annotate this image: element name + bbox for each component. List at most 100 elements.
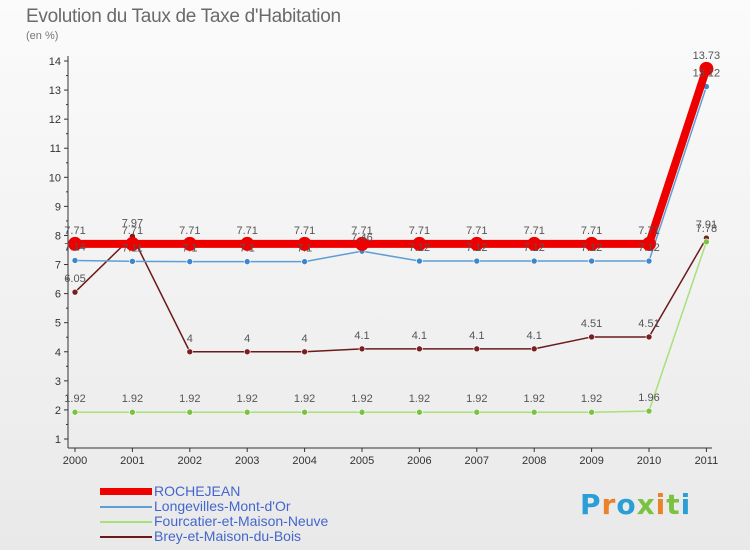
data-point [416,408,423,416]
y-tick-label: 8 [55,230,61,242]
data-point [243,258,251,265]
data-point [301,408,308,416]
data-point [645,257,653,265]
y-tick-label: 13 [49,85,61,97]
x-tick-label: 2007 [465,455,489,467]
data-point [530,257,538,265]
data-label: 7.12 [523,242,544,254]
legend-label-longevilles: Longevilles-Mont-d'Or [154,498,291,514]
data-label: 7.1 [297,243,312,255]
data-label: 7.71 [351,225,372,237]
data-label: 1.92 [294,393,315,405]
data-label: 7.71 [236,225,257,237]
data-label: 7.78 [696,223,717,235]
brand-letter: r [601,488,617,521]
data-point [129,408,136,416]
data-point [588,333,595,341]
data-point [584,236,599,251]
legend-swatch-fourcatier [100,521,152,523]
data-label: 7.71 [523,225,544,237]
data-point [358,408,366,416]
data-label: 7.46 [351,232,372,244]
y-tick-label: 11 [50,143,61,155]
brand-letter: t [666,488,681,521]
series-line [74,86,708,263]
data-label: 7.12 [638,242,659,254]
data-point [355,236,369,251]
legend-label-rochejean: ROCHEJEAN [154,483,241,499]
x-tick-label: 2006 [407,455,431,467]
y-tick-label: 9 [55,201,61,213]
x-tick-label: 2005 [350,455,374,467]
data-label: 1.92 [179,393,200,405]
data-label: 7.71 [179,225,200,237]
data-label: 7.12 [409,242,430,254]
brand-letter: i [680,488,692,521]
data-label: 1.92 [466,393,487,405]
data-point [699,61,714,76]
y-tick-label: 7 [55,260,61,272]
data-point [703,238,710,246]
legend-swatch-brey [100,536,152,538]
data-point [645,407,653,415]
data-label: 4.1 [527,330,542,342]
data-label: 7.1 [182,243,197,255]
data-point [301,258,308,265]
x-tick-label: 2011 [695,455,719,467]
data-label: 7.71 [64,225,85,237]
x-tick-label: 2010 [637,455,661,467]
chart-subtitle: (en %) [26,30,59,42]
y-tick-label: 10 [49,172,61,184]
data-label: 4.1 [412,330,427,342]
data-point [412,236,427,251]
y-tick-label: 2 [55,405,61,417]
data-label: 7.71 [638,225,659,237]
data-point [588,408,595,416]
data-point [473,408,481,416]
data-point [588,257,595,265]
data-label: 7.12 [466,242,487,254]
data-label: 1.96 [638,392,659,404]
data-label: 4.51 [638,318,659,330]
data-point [186,258,194,265]
data-point [416,257,423,265]
data-point [71,408,79,416]
data-label: 4.51 [581,318,602,330]
data-point [645,333,653,341]
brand-letter: o [616,488,637,521]
data-point [182,236,197,251]
data-label: 1.92 [236,393,257,405]
x-tick-label: 2004 [292,455,316,467]
data-label: 1.92 [64,393,85,405]
chart-title: Evolution du Taux de Taxe d'Habitation [26,6,341,27]
data-label: 1.92 [409,393,430,405]
y-tick-label: 4 [55,347,61,359]
y-tick-label: 3 [55,376,61,388]
data-point [530,345,538,353]
data-label: 7.91 [696,219,717,231]
brand-letter: i [655,488,667,521]
data-point [71,257,79,264]
data-label: 7.12 [581,242,602,254]
x-tick-label: 2003 [235,455,259,467]
data-point [416,345,423,353]
data-label: 7.71 [581,225,602,237]
x-tick-label: 2000 [63,455,87,467]
data-label: 4 [187,333,193,345]
data-point [68,236,82,251]
data-label: 1.92 [523,393,544,405]
x-tick-label: 2008 [522,455,546,467]
data-label: 1.92 [122,393,143,405]
brand-logo: Proxiti [580,488,691,521]
legend-label-fourcatier: Fourcatier-et-Maison-Neuve [154,513,329,529]
data-label: 7.71 [409,225,430,237]
data-point [473,257,481,265]
data-point [129,258,136,265]
data-point [358,345,366,353]
data-point [125,236,140,251]
legend-label-brey: Brey-et-Maison-du-Bois [154,528,302,544]
data-label: 1.92 [351,393,372,405]
data-label: 7.97 [122,217,143,229]
legend-swatch-rochejean [100,488,152,495]
